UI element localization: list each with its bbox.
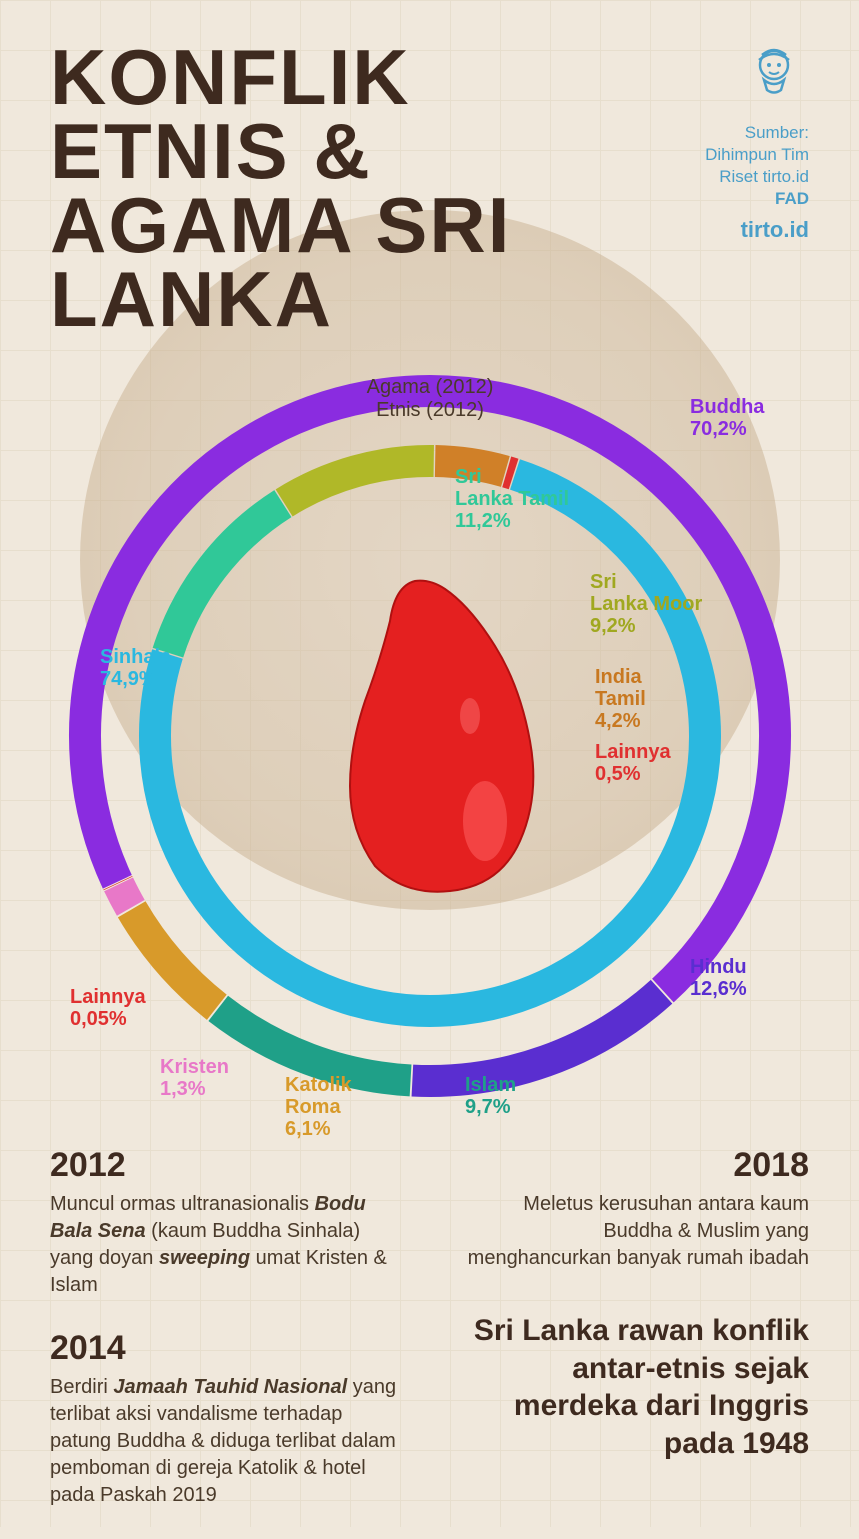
inner-ring-title: Etnis (2012) — [367, 399, 494, 422]
event-text: Muncul ormas ultranasionalis Bodu Bala S… — [50, 1191, 400, 1299]
source-block: Sumber: Dihimpun Tim Riset tirto.id FAD … — [670, 40, 809, 245]
donut-segment — [119, 885, 131, 908]
outer-ring-title: Agama (2012) — [367, 376, 494, 399]
chart-segment-label: Kristen1,3% — [160, 1056, 229, 1100]
chart-segment-label: IndiaTamil4,2% — [595, 666, 646, 732]
chart-segment-label: Buddha70,2% — [690, 396, 764, 440]
event-2018: 2018 Meletus kerusuhan antara kaum Buddh… — [460, 1146, 810, 1272]
brand-name: tirto.id — [670, 216, 809, 245]
event-year: 2012 — [50, 1146, 400, 1185]
tirto-logo-icon — [739, 40, 809, 110]
sri-lanka-map-icon — [295, 571, 565, 901]
ring-titles: Agama (2012) Etnis (2012) — [367, 376, 494, 422]
events-section: 2012 Muncul ormas ultranasionalis Bodu B… — [50, 1146, 809, 1539]
chart-segment-label: SriLanka Moor9,2% — [590, 571, 702, 637]
event-2014: 2014 Berdiri Jamaah Tauhid Nasional yang… — [50, 1329, 400, 1509]
summary-text: Sri Lanka rawan konflik antar-etnis seja… — [460, 1312, 810, 1462]
chart-segment-label: Sinhala74,9% — [100, 646, 171, 690]
source-line-1: Sumber: Dihimpun Tim — [670, 122, 809, 166]
source-line-2: Riset tirto.id — [670, 166, 809, 188]
chart-segment-label: SriLanka Tamil11,2% — [455, 466, 569, 532]
page-title: KONFLIK ETNIS & AGAMA SRI LANKA — [50, 40, 670, 336]
chart-segment-label: Lainnya0,05% — [70, 986, 146, 1030]
title-line-1: KONFLIK ETNIS & — [50, 33, 411, 195]
chart-segment-label: KatolikRoma6,1% — [285, 1074, 352, 1140]
event-text: Meletus kerusuhan antara kaum Buddha & M… — [460, 1191, 810, 1272]
donut-chart: Agama (2012) Etnis (2012) Buddha70,2% Hin… — [50, 356, 810, 1116]
chart-segment-label: Hindu12,6% — [690, 956, 747, 1000]
chart-segment-label: Islam9,7% — [465, 1074, 516, 1118]
event-year: 2014 — [50, 1329, 400, 1368]
source-line-3: FAD — [670, 188, 809, 210]
title-line-2: AGAMA SRI LANKA — [50, 181, 511, 343]
donut-segment — [168, 504, 283, 653]
chart-segment-label: Lainnya0,5% — [595, 741, 671, 785]
event-text: Berdiri Jamaah Tauhid Nasional yang terl… — [50, 1374, 400, 1509]
event-year: 2018 — [460, 1146, 810, 1185]
event-2012: 2012 Muncul ormas ultranasionalis Bodu B… — [50, 1146, 400, 1299]
donut-segment — [284, 461, 434, 503]
